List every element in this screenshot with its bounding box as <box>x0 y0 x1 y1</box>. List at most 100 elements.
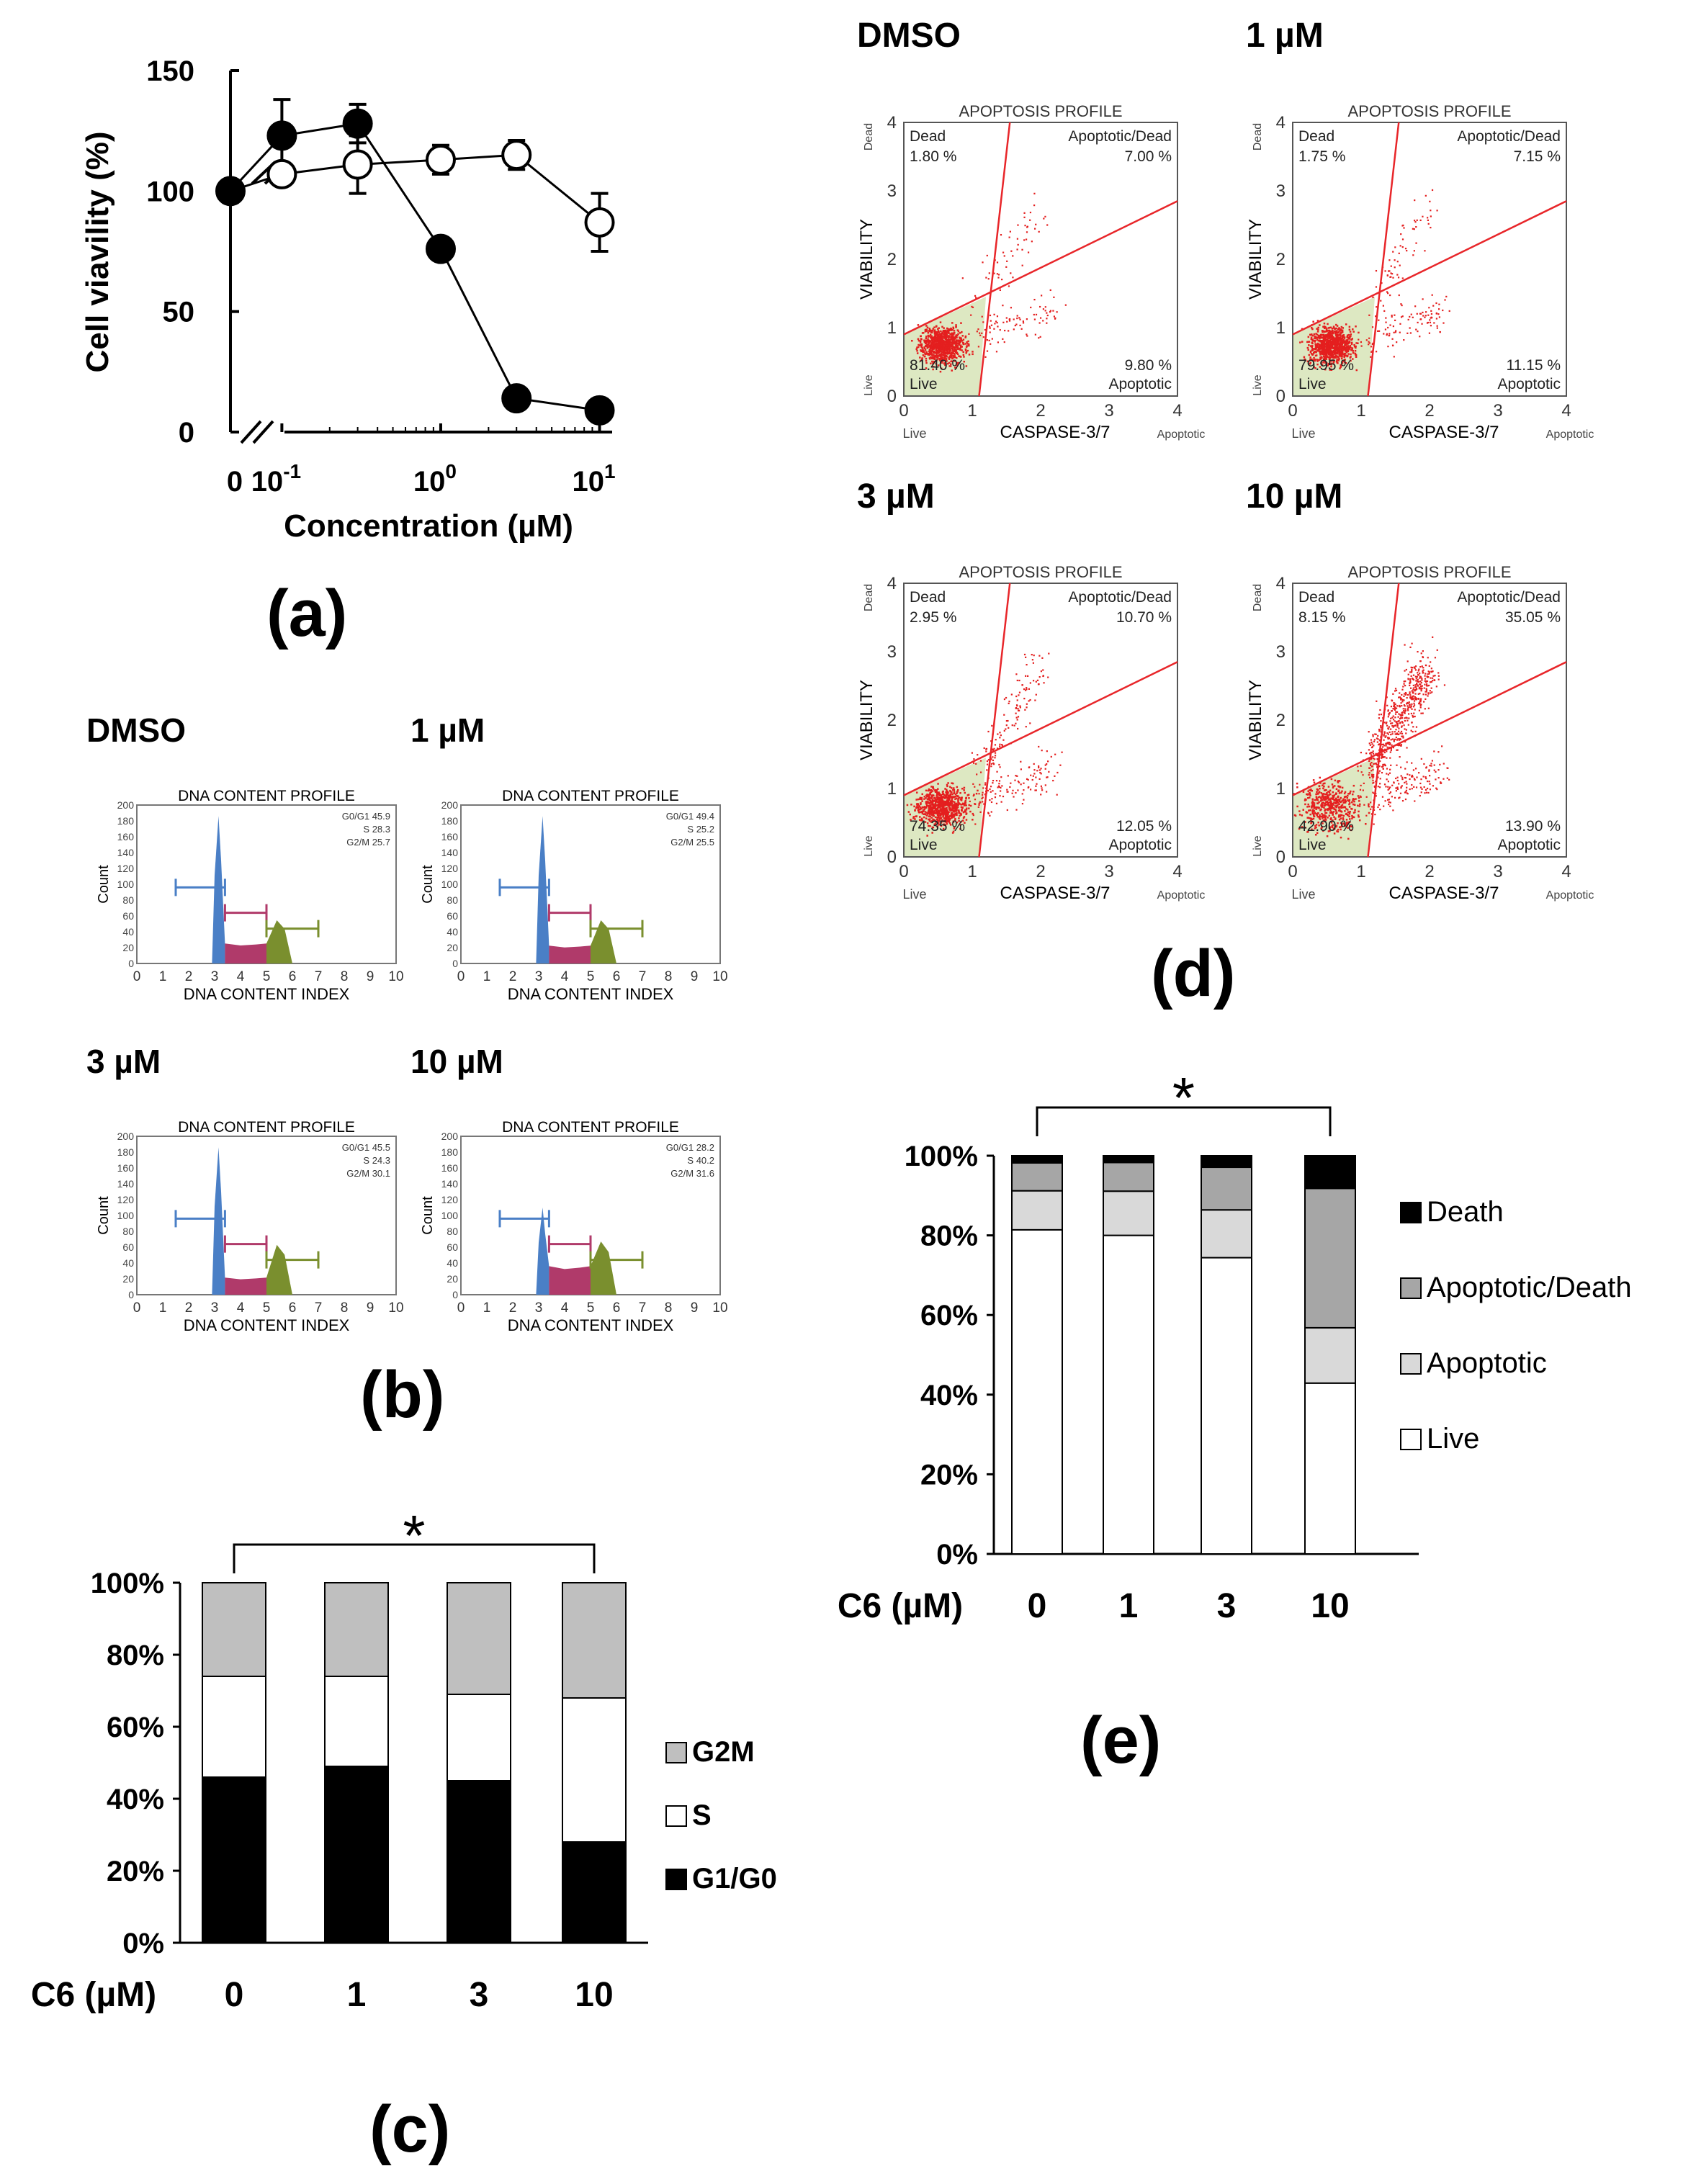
event-dot <box>1316 363 1319 366</box>
event-dot <box>915 791 918 794</box>
event-dot <box>1319 354 1322 356</box>
event-dot <box>1405 716 1407 719</box>
event-dot <box>907 811 910 813</box>
event-dot <box>1052 779 1054 782</box>
event-dot <box>1414 715 1416 718</box>
live-label: Live <box>910 376 938 392</box>
event-dot <box>995 793 997 795</box>
event-dot <box>1026 688 1028 691</box>
event-dot <box>1328 326 1331 329</box>
event-dot <box>1021 793 1023 795</box>
event-dot <box>989 327 991 329</box>
event-dot <box>1412 678 1415 681</box>
event-dot <box>1324 356 1327 359</box>
event-dot <box>1355 345 1357 348</box>
event-dot <box>946 791 948 794</box>
event-dot <box>986 763 989 765</box>
event-dot <box>1324 359 1326 361</box>
dead-label: Dead <box>1298 589 1334 606</box>
event-dot <box>941 354 943 356</box>
event-dot <box>964 335 967 338</box>
event-dot <box>914 818 916 820</box>
event-dot <box>1379 709 1381 711</box>
event-dot <box>1391 710 1393 712</box>
event-dot <box>1313 356 1315 359</box>
event-dot <box>930 811 932 813</box>
event-dot <box>1335 824 1338 827</box>
event-dot <box>1332 786 1334 789</box>
event-dot <box>1340 364 1342 367</box>
event-dot <box>1399 245 1401 247</box>
event-dot <box>944 810 946 812</box>
event-dot <box>1400 744 1403 746</box>
event-dot <box>1401 714 1404 716</box>
event-dot <box>961 341 964 344</box>
event-dot <box>1378 714 1381 716</box>
event-dot <box>940 355 942 357</box>
event-dot <box>971 305 973 308</box>
event-dot <box>941 801 944 803</box>
event-dot <box>1010 693 1013 696</box>
event-dot <box>1028 688 1031 690</box>
bar-segment-g1-g0 <box>447 1780 511 1943</box>
event-dot <box>945 802 948 804</box>
data-point-open <box>501 140 532 171</box>
event-dot <box>950 809 952 811</box>
event-dot <box>1396 764 1398 766</box>
x-axis-label: CASPASE-3/7 <box>1000 884 1111 903</box>
event-dot <box>1383 751 1386 754</box>
x-tick-label: 1 <box>483 1300 491 1316</box>
event-dot <box>939 340 941 342</box>
event-dot <box>1311 333 1313 336</box>
event-dot <box>1424 708 1426 710</box>
event-dot <box>950 814 953 816</box>
event-dot <box>940 330 942 333</box>
event-dot <box>1319 818 1322 820</box>
event-dot <box>1032 662 1035 664</box>
event-dot <box>948 361 951 364</box>
event-dot <box>1002 305 1004 307</box>
y-tick-label: 200 <box>441 799 459 811</box>
event-dot <box>984 328 987 331</box>
event-dot <box>919 796 922 799</box>
event-dot <box>1433 764 1435 766</box>
event-dot <box>1396 739 1399 741</box>
event-dot <box>1404 719 1406 722</box>
event-dot <box>1373 763 1375 765</box>
event-dot <box>951 787 953 789</box>
event-dot <box>1331 825 1334 827</box>
event-dot <box>938 823 941 826</box>
event-dot <box>928 789 931 791</box>
event-dot <box>1433 322 1435 324</box>
event-dot <box>1349 331 1352 333</box>
bar-segment-death <box>1201 1155 1252 1169</box>
event-dot <box>950 817 953 819</box>
event-dot <box>952 333 954 336</box>
event-dot <box>1399 697 1402 699</box>
event-dot <box>945 791 947 794</box>
event-dot <box>935 325 938 328</box>
event-dot <box>1021 684 1023 686</box>
event-dot <box>1053 315 1056 318</box>
event-dot <box>951 351 954 354</box>
event-dot <box>1394 713 1397 715</box>
event-dot <box>930 329 933 332</box>
event-dot <box>942 812 945 814</box>
event-dot <box>912 817 915 819</box>
event-dot <box>944 796 947 798</box>
x-tick-label: 6 <box>613 1300 621 1316</box>
event-dot <box>926 822 929 824</box>
event-dot <box>930 343 932 346</box>
event-dot <box>1368 804 1370 807</box>
event-dot <box>1404 781 1406 783</box>
event-dot <box>1331 336 1334 339</box>
event-dot <box>1388 742 1391 744</box>
x-axis-break <box>240 420 274 444</box>
phase-stat: G2/M 25.7 <box>346 837 390 848</box>
event-dot <box>1008 702 1010 704</box>
x-tick-label: 2 <box>185 969 193 984</box>
event-dot <box>994 744 997 746</box>
event-dot <box>1424 680 1426 682</box>
event-dot <box>1002 795 1005 798</box>
event-dot <box>1338 354 1341 357</box>
